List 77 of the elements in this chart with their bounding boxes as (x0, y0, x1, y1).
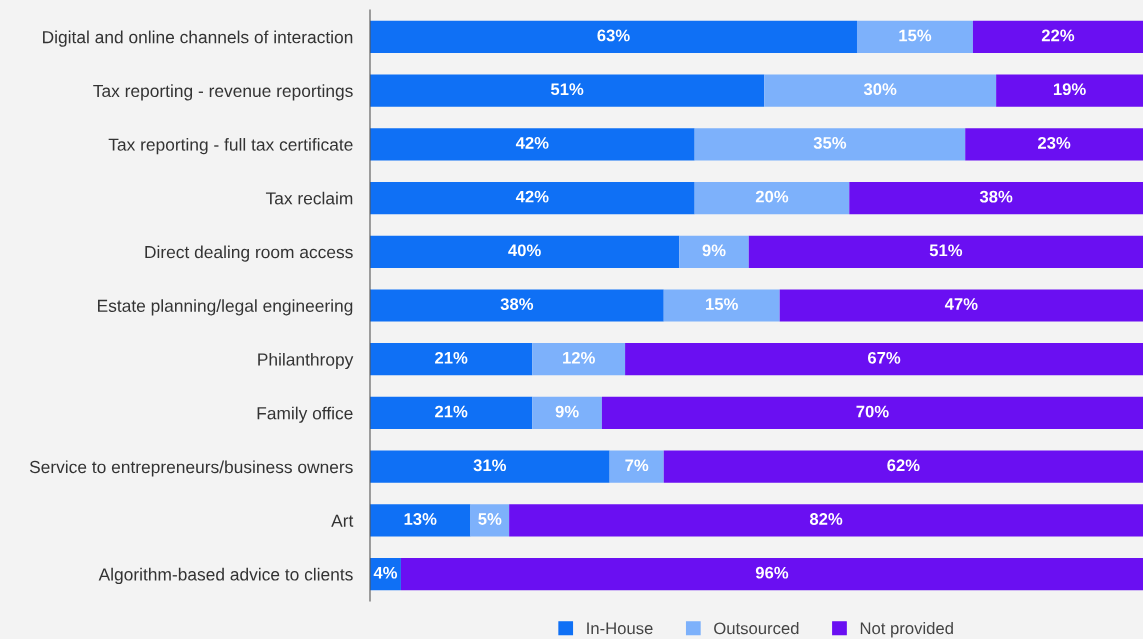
bar (370, 450, 610, 483)
data-label: 15% (899, 29, 932, 42)
data-label: 5% (478, 513, 502, 525)
bar (849, 181, 1143, 215)
data-label: 22% (1041, 29, 1075, 42)
y-tick-label: Tax reporting - revenue reportings (93, 84, 353, 101)
bar (625, 343, 1143, 376)
bar (370, 235, 680, 268)
bar (532, 343, 626, 376)
bar (663, 289, 780, 322)
data-label: 21% (435, 405, 468, 418)
bar (370, 396, 533, 430)
bar (370, 181, 695, 215)
data-label: 51% (929, 244, 963, 257)
data-label: 42% (515, 190, 549, 203)
bar (972, 20, 1143, 53)
data-label: 51% (550, 83, 584, 96)
bar (370, 128, 695, 161)
y-tick-label: Direct dealing room access (145, 245, 353, 262)
bar (532, 396, 602, 430)
bar (370, 74, 765, 107)
data-label: 7% (625, 459, 649, 472)
data-label: 21% (435, 351, 468, 364)
y-tick-label: Philanthropy (258, 352, 354, 370)
bar (856, 20, 973, 53)
bar (779, 289, 1143, 322)
data-label: 47% (944, 298, 978, 310)
bar (609, 450, 664, 483)
bar (601, 396, 1143, 430)
bar (470, 504, 510, 537)
bar (679, 235, 749, 268)
bar (996, 74, 1143, 107)
data-label: 40% (508, 244, 541, 257)
y-tick-label: Tax reporting - full tax certificate (108, 138, 353, 155)
bar (663, 450, 1143, 483)
bar (370, 504, 471, 537)
data-label: 20% (755, 190, 789, 203)
data-label: 96% (755, 566, 789, 579)
data-label: 15% (706, 298, 738, 310)
data-label: 31% (473, 459, 507, 472)
bar (370, 289, 664, 322)
data-label: 19% (1053, 83, 1086, 96)
data-label: 13% (404, 513, 437, 525)
data-label: 38% (979, 190, 1013, 203)
legend-label: Not provided (860, 622, 953, 638)
data-label: 42% (515, 136, 549, 149)
y-tick-label: Estate planning/legal engineering (98, 299, 353, 316)
data-label: 9% (555, 405, 579, 418)
bar (694, 181, 850, 215)
bar (400, 558, 1143, 591)
bar (764, 74, 997, 107)
data-label: 70% (856, 405, 889, 418)
y-tick-label: Art (331, 514, 354, 527)
data-label: 23% (1038, 136, 1071, 149)
y-tick-label: Digital and online channels of interaction (43, 30, 353, 47)
data-label: 30% (863, 83, 897, 96)
y-tick-label: Family office (257, 406, 353, 423)
y-tick-label: Service to entrepreneurs/business owners (29, 460, 353, 477)
data-label: 82% (809, 513, 843, 525)
data-label: 4% (373, 566, 398, 579)
legend-label: In-House (587, 622, 653, 635)
bar (509, 504, 1143, 537)
data-label: 38% (500, 298, 534, 310)
bar (748, 235, 1143, 268)
y-tick-label: Tax reclaim (265, 191, 353, 205)
data-label: 62% (887, 459, 920, 472)
bar (965, 128, 1143, 161)
data-label: 63% (597, 29, 630, 42)
data-label: 35% (813, 136, 847, 149)
bar (370, 20, 857, 53)
data-label: 67% (867, 351, 901, 364)
data-label: 12% (563, 351, 595, 364)
data-label: 9% (702, 244, 726, 257)
y-tick-label: Algorithm-based advice to clients (98, 567, 353, 585)
legend-label: Outsourced (714, 622, 799, 635)
bar (694, 128, 966, 161)
bar (370, 343, 533, 376)
